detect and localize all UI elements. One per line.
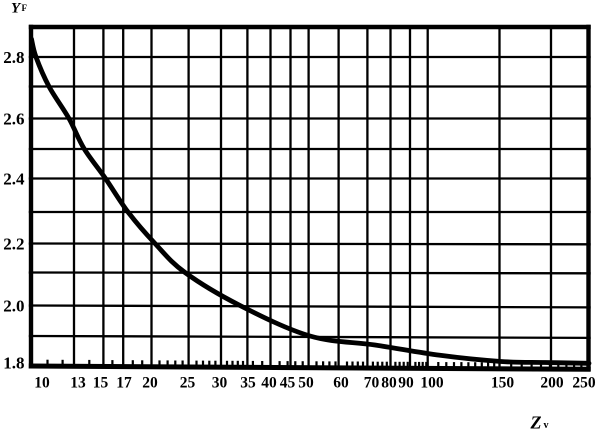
svg-text:25: 25 [180, 375, 196, 392]
svg-text:10: 10 [34, 375, 50, 392]
svg-text:35: 35 [240, 375, 256, 392]
svg-text:2.0: 2.0 [3, 296, 24, 315]
svg-text:150: 150 [491, 375, 515, 392]
svg-text:90: 90 [398, 375, 414, 392]
svg-text:30: 30 [212, 375, 228, 392]
svg-text:2.8: 2.8 [3, 48, 24, 67]
svg-text:80: 80 [381, 375, 397, 392]
svg-text:2.2: 2.2 [3, 234, 24, 253]
svg-text:17: 17 [116, 375, 132, 392]
svg-text:2.6: 2.6 [3, 109, 24, 128]
svg-text:13: 13 [70, 375, 86, 392]
svg-text:1.8: 1.8 [3, 353, 24, 372]
svg-text:60: 60 [333, 375, 349, 392]
svg-text:200: 200 [540, 375, 564, 392]
svg-text:2.4: 2.4 [3, 169, 25, 188]
svg-text:50: 50 [298, 375, 314, 392]
svg-text:20: 20 [142, 375, 158, 392]
svg-text:70: 70 [364, 375, 380, 392]
svg-text:Z: Z [530, 413, 542, 432]
svg-text:250: 250 [572, 375, 596, 392]
svg-text:15: 15 [93, 375, 109, 392]
svg-text:40: 40 [261, 375, 277, 392]
svg-text:45: 45 [280, 375, 296, 392]
svg-text:v: v [544, 420, 549, 431]
svg-text:100: 100 [420, 375, 444, 392]
svg-text:F: F [22, 3, 28, 13]
svg-text:Y: Y [11, 1, 22, 17]
